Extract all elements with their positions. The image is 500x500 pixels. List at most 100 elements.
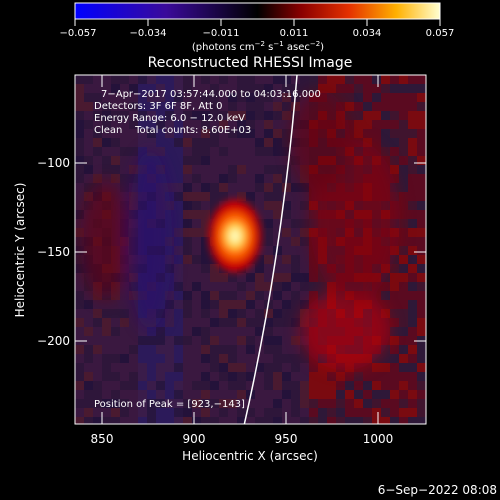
image-pixel — [318, 417, 327, 424]
image-pixel — [282, 282, 291, 291]
image-pixel — [93, 102, 102, 111]
image-pixel — [399, 237, 408, 246]
x-tick-label: 850 — [91, 432, 114, 446]
image-pixel — [84, 381, 93, 390]
image-pixel — [381, 102, 390, 111]
image-pixel — [417, 273, 426, 282]
image-pixel — [282, 345, 291, 354]
image-pixel — [156, 102, 165, 111]
image-pixel — [210, 183, 219, 192]
image-pixel — [417, 318, 426, 327]
image-pixel — [102, 138, 111, 147]
image-pixel — [390, 174, 399, 183]
image-pixel — [201, 336, 210, 345]
image-pixel — [120, 282, 129, 291]
image-pixel — [228, 381, 237, 390]
image-pixel — [273, 156, 282, 165]
image-pixel — [183, 399, 192, 408]
image-pixel — [192, 399, 201, 408]
image-pixel — [183, 201, 192, 210]
image-pixel — [372, 291, 381, 300]
image-pixel — [246, 120, 255, 129]
image-pixel — [282, 228, 291, 237]
image-pixel — [291, 75, 300, 84]
image-pixel — [291, 363, 300, 372]
image-pixel — [183, 291, 192, 300]
image-pixel — [264, 264, 273, 273]
image-pixel — [147, 354, 156, 363]
image-pixel — [174, 363, 183, 372]
image-pixel — [417, 363, 426, 372]
image-pixel — [237, 327, 246, 336]
image-pixel — [93, 336, 102, 345]
image-pixel — [399, 75, 408, 84]
image-pixel — [75, 183, 84, 192]
time-range-annotation: 7−Apr−2017 03:57:44.000 to 04:03:16.000 — [101, 89, 321, 100]
image-pixel — [183, 219, 192, 228]
image-pixel — [192, 345, 201, 354]
image-pixel — [75, 228, 84, 237]
image-pixel — [390, 147, 399, 156]
image-pixel — [264, 345, 273, 354]
colorbar-tick-label: 0.034 — [353, 28, 382, 39]
image-pixel — [120, 318, 129, 327]
image-pixel — [417, 147, 426, 156]
image-pixel — [120, 300, 129, 309]
image-pixel — [210, 93, 219, 102]
image-pixel — [273, 192, 282, 201]
image-pixel — [183, 102, 192, 111]
image-pixel — [282, 219, 291, 228]
image-pixel — [84, 363, 93, 372]
image-pixel — [417, 354, 426, 363]
image-pixel — [246, 372, 255, 381]
image-pixel — [228, 372, 237, 381]
image-pixel — [246, 318, 255, 327]
image-pixel — [210, 75, 219, 84]
image-pixel — [183, 381, 192, 390]
image-pixel — [111, 372, 120, 381]
image-pixel — [174, 174, 183, 183]
image-pixel — [192, 354, 201, 363]
image-pixel — [165, 192, 174, 201]
image-pixel — [75, 111, 84, 120]
image-pixel — [219, 408, 228, 417]
image-pixel — [75, 120, 84, 129]
image-pixel — [75, 75, 84, 84]
image-pixel — [246, 129, 255, 138]
image-pixel — [75, 264, 84, 273]
solar-limb — [243, 75, 298, 424]
image-pixel — [300, 363, 309, 372]
image-pixel — [102, 417, 111, 424]
image-pixel — [102, 165, 111, 174]
image-pixel — [210, 129, 219, 138]
image-pixel — [75, 192, 84, 201]
image-pixel — [399, 300, 408, 309]
image-pixel — [255, 219, 264, 228]
image-pixel — [174, 345, 183, 354]
image-pixel — [183, 255, 192, 264]
image-pixel — [183, 156, 192, 165]
image-pixel — [210, 354, 219, 363]
image-pixel — [237, 84, 246, 93]
image-pixel — [246, 192, 255, 201]
image-pixel — [84, 318, 93, 327]
image-pixel — [183, 390, 192, 399]
image-pixel — [210, 102, 219, 111]
image-pixel — [138, 102, 147, 111]
image-pixel — [192, 336, 201, 345]
image-pixel — [390, 291, 399, 300]
image-pixel — [228, 399, 237, 408]
image-pixel — [372, 372, 381, 381]
image-pixel — [201, 327, 210, 336]
image-pixel — [183, 93, 192, 102]
image-pixel — [174, 381, 183, 390]
image-pixel — [273, 390, 282, 399]
image-pixel — [408, 120, 417, 129]
image-pixel — [111, 345, 120, 354]
image-pixel — [399, 408, 408, 417]
image-pixel — [399, 192, 408, 201]
image-pixel — [300, 219, 309, 228]
image-pixel — [165, 93, 174, 102]
image-pixel — [264, 183, 273, 192]
